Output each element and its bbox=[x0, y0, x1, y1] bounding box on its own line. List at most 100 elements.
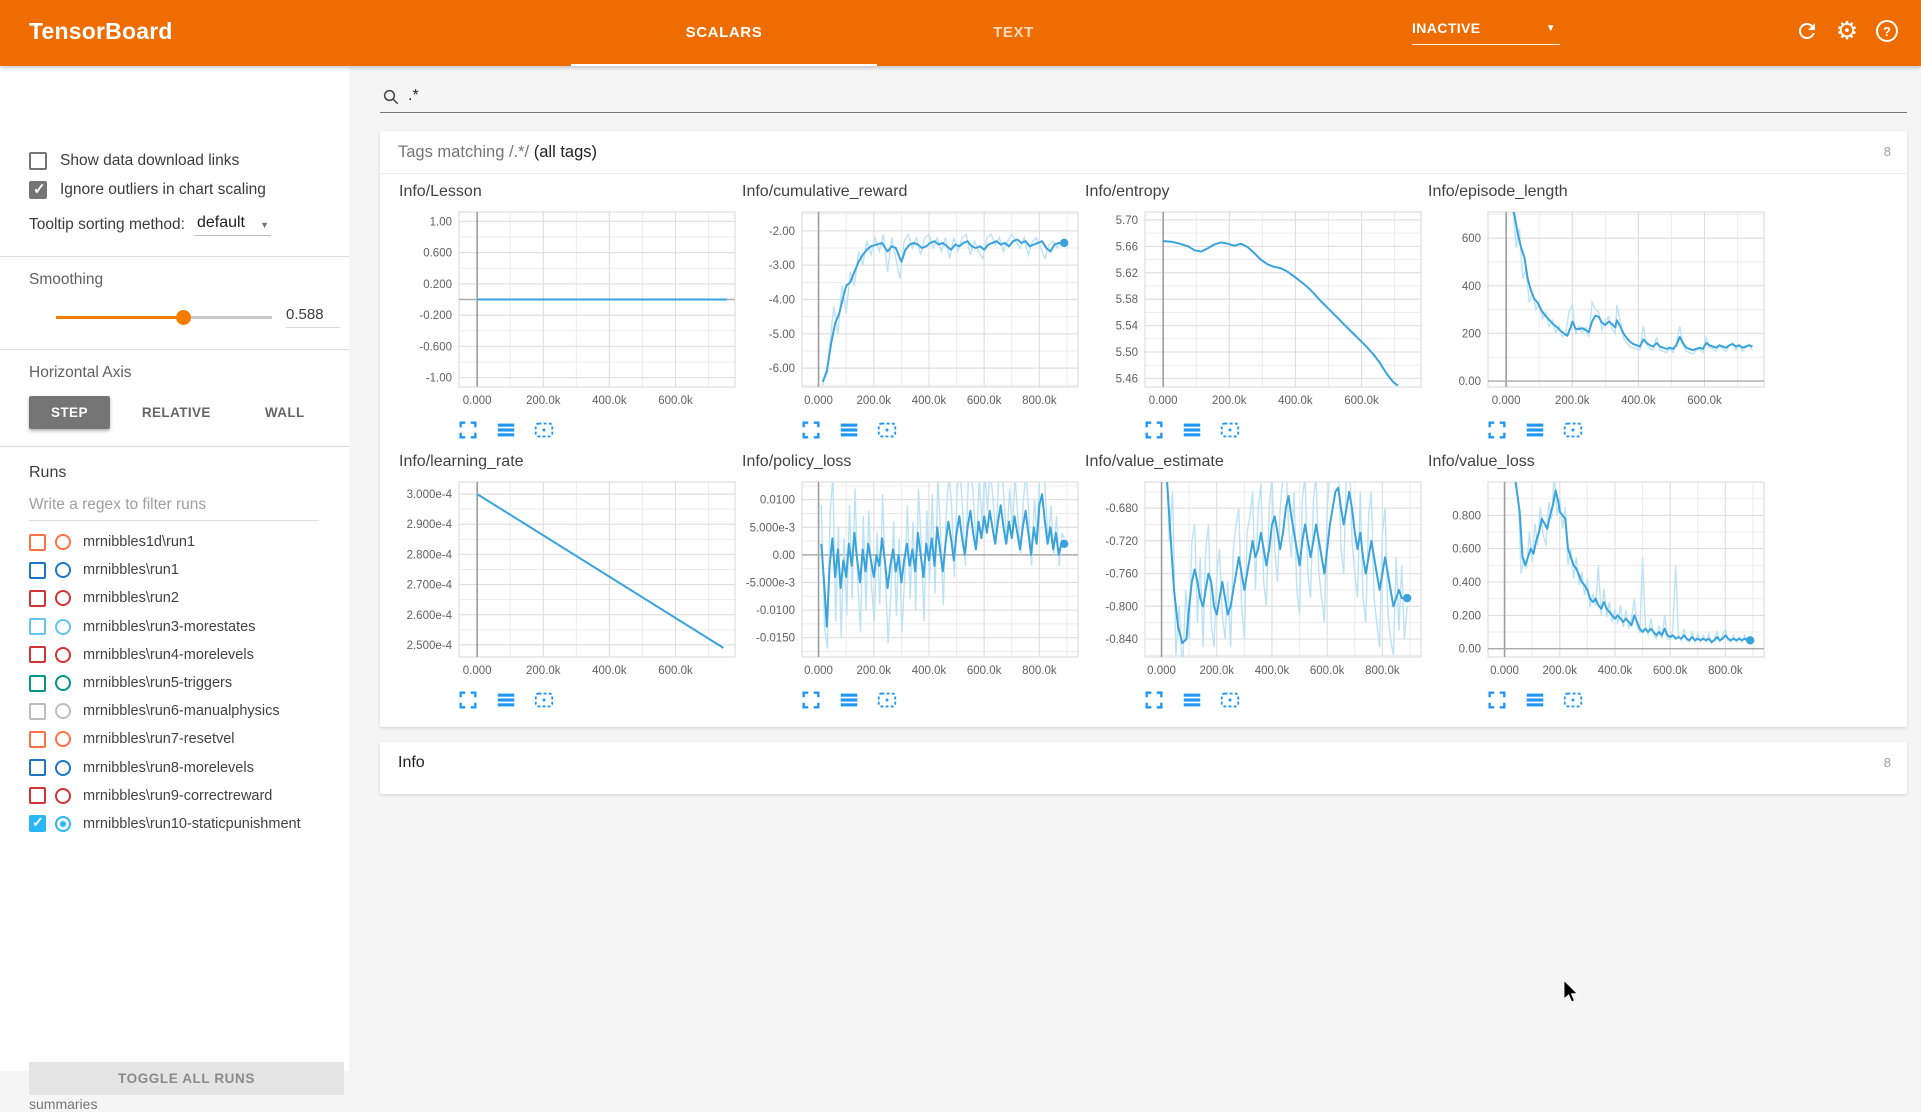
smoothing-value-field[interactable]: 0.588 bbox=[286, 306, 340, 328]
expand-chart-icon[interactable] bbox=[457, 419, 479, 441]
tooltip-sorting-row: Tooltip sorting method: default ▼ bbox=[29, 214, 271, 236]
run-select-radio[interactable] bbox=[55, 731, 71, 748]
run-select-radio[interactable] bbox=[55, 618, 71, 635]
chart-canvas[interactable]: 0.000 200.0k 400.0k 600.0k 600 400 200 0.00 bbox=[1426, 207, 1769, 415]
run-select-radio[interactable] bbox=[55, 675, 71, 692]
svg-text:200.0k: 200.0k bbox=[1212, 395, 1247, 407]
help-icon[interactable]: ? bbox=[1873, 19, 1901, 47]
chart-tile: Info/Lesson 0.000 200.0k 400.0k 600.0k 1.00 0… bbox=[397, 183, 740, 441]
run-select-radio[interactable] bbox=[55, 646, 71, 663]
fit-domain-icon[interactable] bbox=[1562, 689, 1584, 711]
run-visibility-checkbox[interactable] bbox=[29, 533, 46, 551]
run-list-item[interactable]: mrnibbles\run3-morestates bbox=[29, 613, 339, 641]
show-download-links-checkbox[interactable] bbox=[29, 152, 47, 170]
run-select-radio[interactable] bbox=[55, 787, 71, 804]
run-list-item[interactable]: mrnibbles\run2 bbox=[29, 584, 339, 612]
run-select-radio[interactable] bbox=[55, 815, 71, 832]
run-visibility-checkbox[interactable] bbox=[29, 618, 46, 636]
chart-canvas[interactable]: 0.000 200.0k 400.0k 600.0k 5.70 5.66 5.62 5.58 5… bbox=[1083, 207, 1426, 415]
data-table-icon[interactable] bbox=[495, 689, 517, 711]
svg-text:200.0k: 200.0k bbox=[526, 665, 561, 677]
run-select-radio[interactable] bbox=[55, 590, 71, 607]
chart-canvas[interactable]: 0.000 200.0k 400.0k 600.0k 800.0k 0.0100 5.000… bbox=[740, 477, 1083, 685]
info-section-card: Info 8 bbox=[380, 742, 1907, 794]
fit-domain-icon[interactable] bbox=[533, 689, 555, 711]
data-table-icon[interactable] bbox=[838, 689, 860, 711]
data-table-icon[interactable] bbox=[1524, 689, 1546, 711]
tags-section-header[interactable]: Tags matching /.*/ (all tags) 8 bbox=[380, 131, 1907, 174]
run-visibility-checkbox[interactable] bbox=[29, 702, 46, 720]
fit-domain-icon[interactable] bbox=[1219, 419, 1241, 441]
smoothing-slider-thumb[interactable] bbox=[176, 310, 191, 325]
tooltip-sorting-select[interactable]: default ▼ bbox=[194, 214, 271, 236]
run-visibility-checkbox[interactable] bbox=[29, 589, 46, 607]
axis-wall-button[interactable]: WALL bbox=[264, 405, 305, 420]
data-table-icon[interactable] bbox=[1524, 419, 1546, 441]
expand-chart-icon[interactable] bbox=[1143, 689, 1165, 711]
axis-step-button[interactable]: STEP bbox=[29, 396, 110, 429]
show-download-links-row[interactable]: Show data download links bbox=[29, 152, 239, 170]
fit-domain-icon[interactable] bbox=[1562, 419, 1584, 441]
chart-canvas[interactable]: 0.000 200.0k 400.0k 600.0k 800.0k -2.00 -3.00 -… bbox=[740, 207, 1083, 415]
app-title: TensorBoard bbox=[29, 18, 173, 44]
run-select-radio[interactable] bbox=[55, 759, 71, 776]
tab-text[interactable]: TEXT bbox=[993, 24, 1034, 41]
expand-chart-icon[interactable] bbox=[1486, 419, 1508, 441]
horizontal-axis-header: Horizontal Axis bbox=[29, 364, 132, 382]
run-list-item[interactable]: mrnibbles\run5-triggers bbox=[29, 669, 339, 697]
expand-chart-icon[interactable] bbox=[800, 419, 822, 441]
run-visibility-checkbox[interactable] bbox=[29, 759, 46, 777]
expand-chart-icon[interactable] bbox=[800, 689, 822, 711]
run-list-item[interactable]: mrnibbles\run9-correctreward bbox=[29, 782, 339, 810]
ignore-outliers-checkbox[interactable] bbox=[29, 180, 47, 199]
run-select-radio[interactable] bbox=[55, 534, 71, 551]
svg-text:0.000: 0.000 bbox=[804, 395, 833, 407]
fit-domain-icon[interactable] bbox=[876, 689, 898, 711]
data-table-icon[interactable] bbox=[1181, 689, 1203, 711]
svg-text:0.000: 0.000 bbox=[1149, 395, 1178, 407]
run-visibility-checkbox[interactable] bbox=[29, 674, 46, 692]
svg-text:200.0k: 200.0k bbox=[1542, 665, 1577, 677]
expand-chart-icon[interactable] bbox=[1143, 419, 1165, 441]
run-list-item[interactable]: mrnibbles1d\run1 bbox=[29, 528, 339, 556]
status-dropdown[interactable]: INACTIVE ▼ bbox=[1412, 20, 1560, 45]
fit-domain-icon[interactable] bbox=[1219, 689, 1241, 711]
fit-domain-icon[interactable] bbox=[876, 419, 898, 441]
chart-canvas[interactable]: 0.000 200.0k 400.0k 600.0k 1.00 0.600 0.200 -0.… bbox=[397, 207, 740, 415]
run-select-radio[interactable] bbox=[55, 703, 71, 720]
run-visibility-checkbox[interactable] bbox=[29, 814, 46, 833]
chart-canvas[interactable]: 0.000 200.0k 400.0k 600.0k 3.000e-4 2.900e-4 2… bbox=[397, 477, 740, 685]
run-list-item[interactable]: mrnibbles\run8-morelevels bbox=[29, 754, 339, 782]
expand-chart-icon[interactable] bbox=[1486, 689, 1508, 711]
tag-filter-field[interactable]: .* bbox=[380, 82, 1907, 113]
svg-text:800.0k: 800.0k bbox=[1708, 665, 1743, 677]
run-list-item[interactable]: mrnibbles\run6-manualphysics bbox=[29, 697, 339, 725]
run-visibility-checkbox[interactable] bbox=[29, 787, 46, 805]
ignore-outliers-row[interactable]: Ignore outliers in chart scaling bbox=[29, 180, 266, 199]
settings-gear-icon[interactable]: ⚙ bbox=[1835, 17, 1859, 45]
fit-domain-icon[interactable] bbox=[533, 419, 555, 441]
expand-chart-icon[interactable] bbox=[457, 689, 479, 711]
run-visibility-checkbox[interactable] bbox=[29, 646, 46, 664]
run-list-item[interactable]: mrnibbles\run1 bbox=[29, 556, 339, 584]
runs-filter-input[interactable]: Write a regex to filter runs bbox=[29, 496, 319, 521]
data-table-icon[interactable] bbox=[838, 419, 860, 441]
axis-relative-button[interactable]: RELATIVE bbox=[141, 405, 211, 420]
refresh-icon[interactable] bbox=[1793, 19, 1821, 47]
run-visibility-checkbox[interactable] bbox=[29, 561, 46, 579]
run-list-item[interactable]: mrnibbles\run10-staticpunishment bbox=[29, 810, 339, 838]
run-list-item[interactable]: mrnibbles\run4-morelevels bbox=[29, 641, 339, 669]
run-select-radio[interactable] bbox=[55, 562, 71, 579]
chart-canvas[interactable]: 0.000 200.0k 400.0k 600.0k 800.0k -0.680 -0.72… bbox=[1083, 477, 1426, 685]
data-table-icon[interactable] bbox=[1181, 419, 1203, 441]
smoothing-slider[interactable] bbox=[56, 310, 272, 325]
svg-text:400.0k: 400.0k bbox=[1621, 395, 1656, 407]
run-list-item[interactable]: mrnibbles\run7-resetvel bbox=[29, 725, 339, 753]
info-section-header[interactable]: Info 8 bbox=[380, 742, 1907, 784]
tab-scalars[interactable]: SCALARS bbox=[571, 0, 877, 66]
svg-text:5.70: 5.70 bbox=[1116, 215, 1138, 227]
run-visibility-checkbox[interactable] bbox=[29, 730, 46, 748]
toggle-all-runs-button[interactable]: TOGGLE ALL RUNS bbox=[29, 1062, 344, 1095]
chart-canvas[interactable]: 0.000 200.0k 400.0k 600.0k 800.0k 0.800 0.600 0… bbox=[1426, 477, 1769, 685]
data-table-icon[interactable] bbox=[495, 419, 517, 441]
